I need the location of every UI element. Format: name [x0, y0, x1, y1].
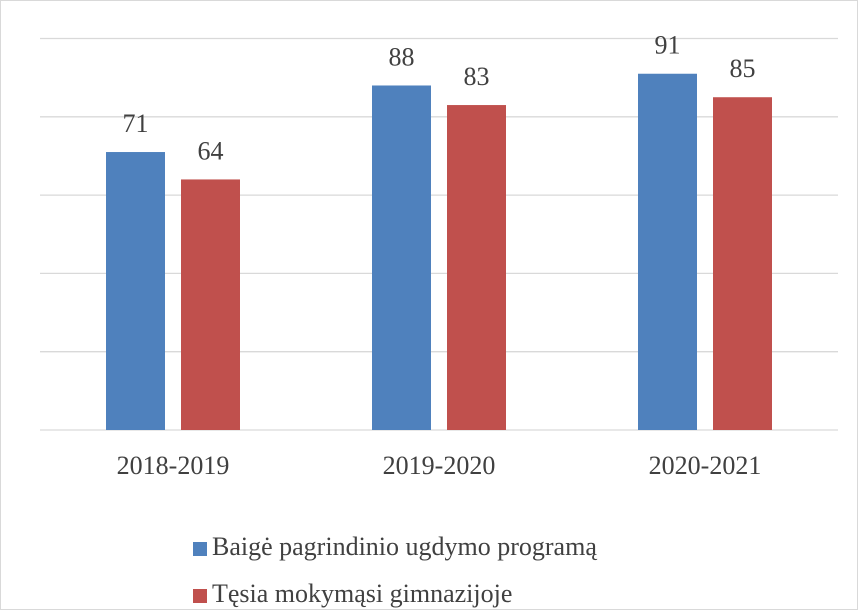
value-label: 85 [730, 54, 756, 83]
value-label: 83 [464, 62, 490, 91]
bar [181, 179, 240, 430]
legend-label: Tęsia mokymąsi gimnazijoje [212, 579, 512, 608]
value-label: 91 [655, 31, 681, 60]
bar [713, 97, 772, 430]
bar [372, 85, 431, 430]
value-label: 88 [389, 42, 415, 71]
legend-label: Baigė pagrindinio ugdymo programą [212, 532, 597, 561]
bar [106, 152, 165, 430]
x-tick-label: 2019-2020 [383, 451, 496, 480]
x-tick-label: 2018-2019 [117, 451, 230, 480]
value-label: 71 [123, 109, 149, 138]
legend-swatch [193, 589, 207, 603]
legend-swatch [193, 542, 207, 556]
bar [638, 73, 697, 431]
bar [447, 105, 506, 431]
value-label: 64 [198, 136, 224, 165]
x-tick-label: 2020-2021 [649, 451, 762, 480]
